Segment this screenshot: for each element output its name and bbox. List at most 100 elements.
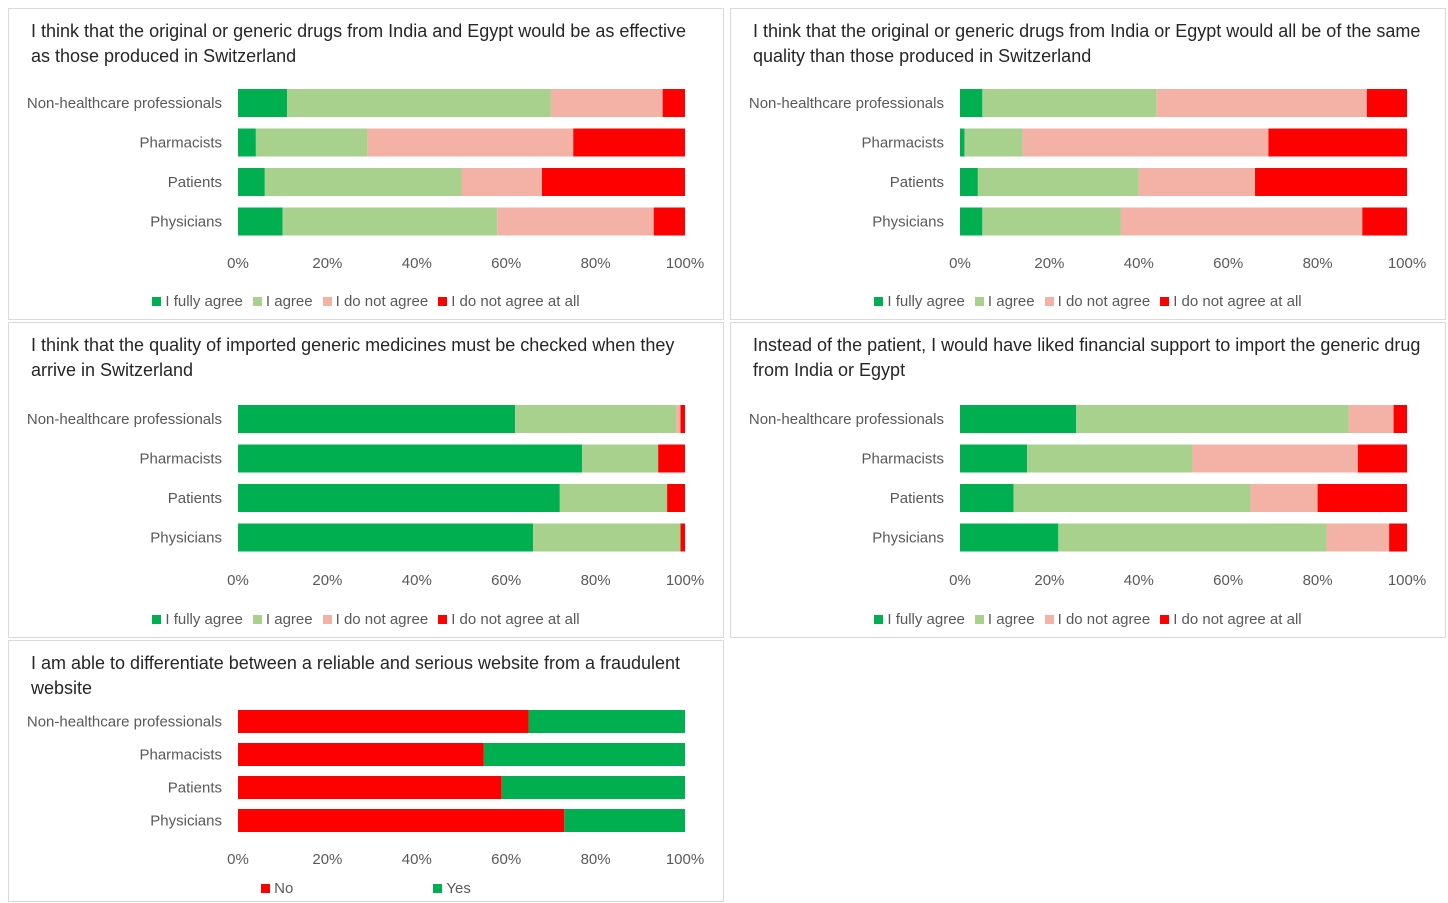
category-label: Physicians <box>872 214 944 231</box>
x-tick-label: 20% <box>1034 255 1064 272</box>
legend-item-i-agree: I agree <box>974 611 1035 628</box>
bar-segment-i-do-not-agree <box>497 207 654 236</box>
bar-segment-i-agree <box>1076 405 1349 433</box>
legend-item-i-do-not-agree-at-all: I do not agree at all <box>1160 611 1302 628</box>
chart-panel-website-trust: I am able to differentiate between a rel… <box>8 640 724 902</box>
category-label: Patients <box>890 174 944 191</box>
x-tick-label: 60% <box>491 851 521 868</box>
bar-segment-i-do-not-agree <box>1348 405 1394 433</box>
bar-segment-i-do-not-agree-at-all <box>1393 405 1407 433</box>
bar-segment-i-fully-agree <box>238 89 288 117</box>
x-tick-label: 20% <box>1034 572 1064 589</box>
category-label: Non-healthcare professionals <box>27 714 222 731</box>
legend-swatch <box>433 884 443 893</box>
bar-chart: Non-healthcare professionals Pharmacists P… <box>27 405 704 589</box>
bar-segment-i-agree <box>533 523 681 552</box>
legend-swatch <box>974 615 984 624</box>
legend-label: I do not agree <box>1057 611 1151 628</box>
legend-label: Yes <box>446 880 471 897</box>
legend-item-i-agree: I agree <box>252 611 313 628</box>
x-tick-label: 20% <box>312 851 342 868</box>
bar-segment-yes <box>483 743 685 766</box>
category-label: Pharmacists <box>139 135 222 152</box>
x-tick-label: 20% <box>312 572 342 589</box>
x-tick-label: 100% <box>666 255 704 272</box>
category-label: Pharmacists <box>861 135 944 152</box>
bar-segment-i-do-not-agree-at-all <box>680 405 685 433</box>
bar-segment-i-do-not-agree-at-all <box>541 168 685 196</box>
bar-segment-i-do-not-agree <box>1250 484 1318 512</box>
bar-segment-no <box>238 743 484 766</box>
bar-segment-i-do-not-agree-at-all <box>1268 128 1407 157</box>
x-tick-label: 40% <box>402 255 432 272</box>
legend-item-i-fully-agree: I fully agree <box>874 293 965 310</box>
bar-segment-yes <box>528 710 685 733</box>
bar-segment-i-fully-agree <box>960 405 1077 433</box>
x-tick-label: 100% <box>1388 572 1426 589</box>
bar-chart: Non-healthcare professionals Pharmacists P… <box>749 405 1426 589</box>
bar-segment-i-agree <box>282 207 498 236</box>
category-label: Physicians <box>150 813 222 830</box>
chart-panel-quality: I think that the original or generic dru… <box>730 8 1446 320</box>
legend-item-i-do-not-agree-at-all: I do not agree at all <box>438 611 580 628</box>
x-tick-label: 60% <box>1213 572 1243 589</box>
bar-segment-i-do-not-agree <box>1138 168 1256 196</box>
bar-segment-i-agree <box>515 405 677 433</box>
bar-segment-i-fully-agree <box>238 207 283 236</box>
category-label: Patients <box>168 780 222 797</box>
legend-item-i-do-not-agree: I do not agree <box>322 611 428 628</box>
chart-panel-quality-check: I think that the quality of imported gen… <box>8 322 724 638</box>
bar-segment-i-agree <box>264 168 462 196</box>
legend-label: I fully agree <box>165 611 243 628</box>
bar-segment-i-do-not-agree-at-all <box>658 444 685 473</box>
bar-segment-i-fully-agree <box>960 89 983 117</box>
bar-segment-no <box>238 809 565 832</box>
legend-label: I do not agree at all <box>1173 293 1302 310</box>
chart-legend: I fully agree I agree I do not agree I do n… <box>9 293 723 310</box>
bar-segment-i-fully-agree <box>960 484 1014 512</box>
category-label: Non-healthcare professionals <box>749 95 944 112</box>
x-tick-label: 0% <box>949 255 971 272</box>
bar-segment-i-do-not-agree-at-all <box>1357 444 1407 473</box>
chart-title: Instead of the patient, I would have lik… <box>753 335 1421 380</box>
chart-title: I think that the quality of imported gen… <box>31 335 675 380</box>
legend-swatch <box>438 297 448 306</box>
legend-item-i-fully-agree: I fully agree <box>152 293 243 310</box>
bar-segment-i-do-not-agree-at-all <box>680 523 685 552</box>
bar-segment-i-fully-agree <box>238 168 265 196</box>
chart-title: I think that the original or generic dru… <box>31 21 687 66</box>
bar-chart: Non-healthcare professionals Pharmacists P… <box>749 89 1426 272</box>
bar-segment-i-do-not-agree-at-all <box>1362 207 1407 236</box>
chart-legend: I fully agree I agree I do not agree I do n… <box>731 611 1445 628</box>
legend-label: I do not agree at all <box>451 611 580 628</box>
legend-swatch <box>322 297 332 306</box>
bar-segment-i-fully-agree <box>238 484 560 512</box>
bar-segment-i-do-not-agree-at-all <box>667 484 685 512</box>
legend-item-i-fully-agree: I fully agree <box>152 611 243 628</box>
bar-segment-i-do-not-agree-at-all <box>1366 89 1407 117</box>
legend-swatch <box>1160 297 1170 306</box>
chart-legend: I fully agree I agree I do not agree I do n… <box>9 611 723 628</box>
legend-swatch <box>1160 615 1170 624</box>
x-tick-label: 0% <box>227 572 249 589</box>
x-tick-label: 60% <box>491 255 521 272</box>
bar-segment-i-fully-agree <box>238 128 256 157</box>
chart-legend: I fully agree I agree I do not agree I do n… <box>731 293 1445 310</box>
bar-segment-i-agree <box>982 89 1157 117</box>
bar-segment-i-fully-agree <box>960 444 1028 473</box>
bar-segment-i-agree <box>977 168 1139 196</box>
category-label: Physicians <box>150 530 222 547</box>
legend-label: I agree <box>987 611 1035 628</box>
legend-item-i-do-not-agree: I do not agree <box>1044 611 1151 628</box>
category-label: Pharmacists <box>861 451 944 468</box>
bar-segment-i-fully-agree <box>238 444 583 473</box>
bar-segment-i-do-not-agree <box>367 128 574 157</box>
x-tick-label: 0% <box>227 255 249 272</box>
x-tick-label: 100% <box>666 572 704 589</box>
legend-item-no: No <box>261 880 293 897</box>
x-tick-label: 60% <box>491 572 521 589</box>
x-tick-label: 0% <box>227 851 249 868</box>
legend-label: I fully agree <box>887 611 965 628</box>
bar-segment-no <box>238 776 502 799</box>
bar-segment-i-do-not-agree-at-all <box>1389 523 1407 552</box>
